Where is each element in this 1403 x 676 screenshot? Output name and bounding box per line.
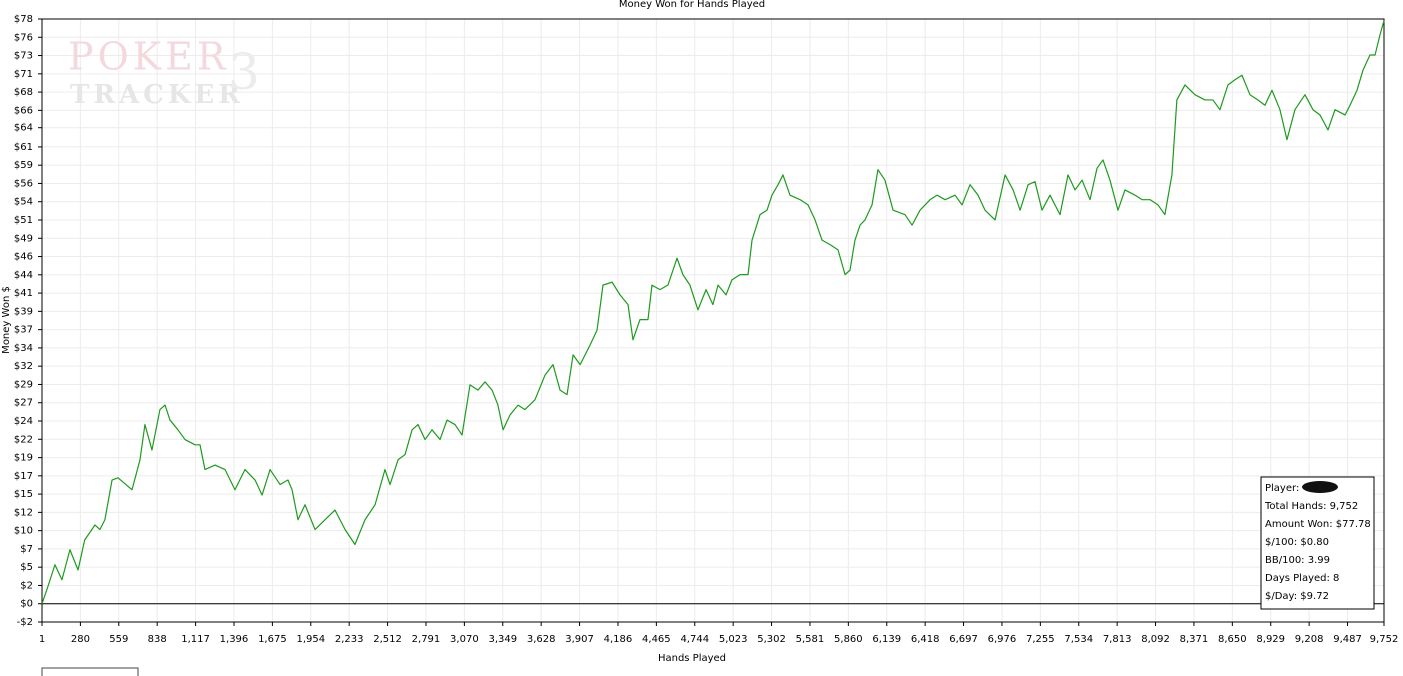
- x-tick-label: 5,023: [719, 634, 748, 645]
- x-axis-label: Hands Played: [658, 653, 726, 664]
- x-tick-label: 7,534: [1064, 634, 1093, 645]
- y-tick-label: -$2: [17, 617, 33, 628]
- x-tick-label: 9,487: [1333, 634, 1362, 645]
- y-tick-label: $54: [14, 197, 33, 208]
- x-tick-label: 8,092: [1141, 634, 1170, 645]
- plot-frame: [41, 18, 1385, 623]
- x-tick-label: 8,650: [1218, 634, 1247, 645]
- stats-line: Total Hands: 9,752: [1264, 501, 1358, 512]
- x-tick-label: 2,791: [412, 634, 441, 645]
- y-tick-label: $5: [20, 562, 33, 573]
- y-tick-label: $44: [14, 270, 33, 281]
- y-tick-label: $59: [14, 160, 33, 171]
- y-tick-label: $32: [14, 361, 33, 372]
- legend-stub: [41, 667, 139, 676]
- y-tick-label: $61: [14, 142, 33, 153]
- x-tick-label: 559: [109, 634, 128, 645]
- x-tick-label: 1: [39, 634, 45, 645]
- y-tick-label: $46: [14, 252, 33, 263]
- stats-line: BB/100: 3.99: [1265, 555, 1330, 566]
- x-tick-label: 4,465: [642, 634, 671, 645]
- x-tick-label: 3,349: [488, 634, 517, 645]
- x-tick-label: 1,396: [220, 634, 249, 645]
- x-tick-label: 4,186: [604, 634, 633, 645]
- x-tick-label: 6,697: [949, 634, 978, 645]
- x-tick-label: 6,139: [872, 634, 901, 645]
- x-tick-label: 1,117: [181, 634, 210, 645]
- y-tick-label: $17: [14, 471, 33, 482]
- y-tick-label: $41: [14, 288, 33, 299]
- x-tick-label: 8,371: [1180, 634, 1209, 645]
- stats-line: Amount Won: $77.78: [1265, 519, 1371, 530]
- watermark: POKER: [68, 35, 229, 79]
- x-tick-label: 2,512: [373, 634, 402, 645]
- x-tick-label: 5,302: [757, 634, 786, 645]
- x-tick-label: 838: [148, 634, 167, 645]
- y-tick-label: $19: [14, 453, 33, 464]
- y-tick-label: $29: [14, 379, 33, 390]
- stats-line: Player:: [1265, 483, 1299, 494]
- redacted-name: [1302, 481, 1338, 493]
- x-tick-label: 6,976: [988, 634, 1017, 645]
- y-tick-label: $56: [14, 178, 33, 189]
- y-tick-label: $68: [14, 87, 33, 98]
- x-tick-label: 5,860: [834, 634, 863, 645]
- x-tick-label: 2,233: [335, 634, 364, 645]
- y-tick-label: $73: [14, 51, 33, 62]
- line-series: [41, 20, 1385, 604]
- y-tick-label: $0: [20, 599, 33, 610]
- stats-line: $/Day: $9.72: [1265, 591, 1329, 602]
- y-tick-label: $37: [14, 325, 33, 336]
- x-tick-label: 3,628: [527, 634, 556, 645]
- y-tick-label: $15: [14, 489, 33, 500]
- stats-line: $/100: $0.80: [1265, 537, 1329, 548]
- x-tick-label: 280: [71, 634, 90, 645]
- x-tick-label: 3,907: [565, 634, 594, 645]
- x-tick-label: 1,954: [296, 634, 325, 645]
- stats-box: [1260, 476, 1375, 610]
- y-tick-label: $64: [14, 123, 33, 134]
- watermark: 3: [228, 43, 260, 101]
- y-tick-label: $2: [20, 580, 33, 591]
- x-tick-label: 9,208: [1295, 634, 1324, 645]
- chart-title: Money Won for Hands Played: [619, 0, 765, 10]
- y-tick-label: $24: [14, 416, 33, 427]
- y-tick-label: $49: [14, 233, 33, 244]
- x-tick-label: 9,752: [1370, 634, 1399, 645]
- y-tick-label: $10: [14, 526, 33, 537]
- x-tick-label: 3,070: [450, 634, 479, 645]
- x-tick-label: 1,675: [258, 634, 287, 645]
- y-tick-label: $7: [20, 544, 33, 555]
- y-tick-label: $12: [14, 507, 33, 518]
- y-tick-label: $78: [14, 14, 33, 25]
- x-tick-label: 7,255: [1026, 634, 1055, 645]
- watermark: TRACKER: [70, 80, 244, 110]
- stats-line: Days Played: 8: [1265, 573, 1339, 584]
- x-tick-label: 6,418: [911, 634, 940, 645]
- y-tick-label: $27: [14, 398, 33, 409]
- x-tick-label: 4,744: [680, 634, 709, 645]
- x-tick-label: 7,813: [1103, 634, 1132, 645]
- y-tick-label: $51: [14, 215, 33, 226]
- x-tick-label: 5,581: [796, 634, 825, 645]
- y-tick-label: $39: [14, 306, 33, 317]
- y-axis-label: Money Won $: [1, 286, 12, 354]
- y-tick-label: $34: [14, 343, 33, 354]
- x-tick-label: 8,929: [1256, 634, 1285, 645]
- y-tick-label: $22: [14, 434, 33, 445]
- y-tick-label: $76: [14, 32, 33, 43]
- y-tick-label: $66: [14, 105, 33, 116]
- y-tick-label: $71: [14, 69, 33, 80]
